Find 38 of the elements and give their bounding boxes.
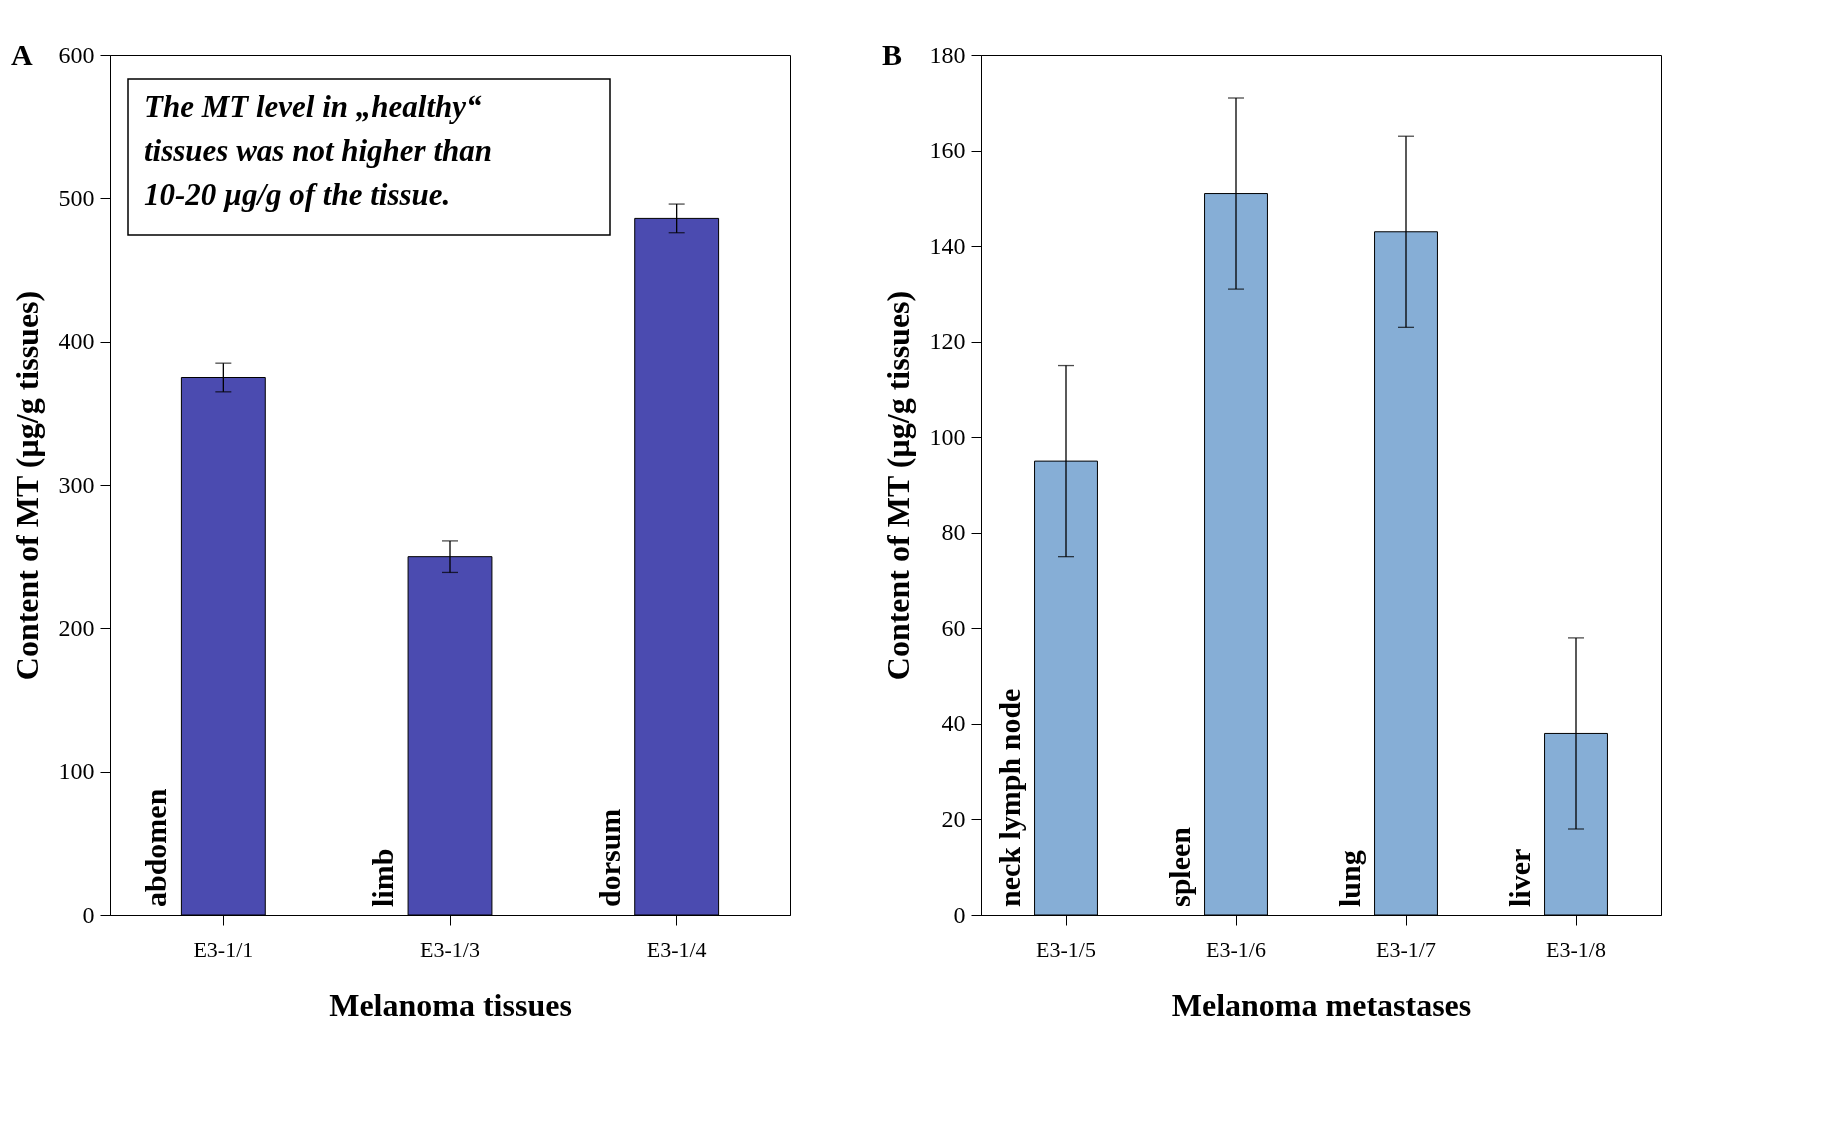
y-tick-label: 0 xyxy=(953,901,966,928)
x-tick-label: E3-1/1 xyxy=(193,936,254,962)
x-tick-label: E3-1/8 xyxy=(1546,936,1606,962)
y-tick-label: 100 xyxy=(58,758,95,785)
y-tick-label: 300 xyxy=(58,471,95,498)
y-tick-label: 40 xyxy=(941,710,966,737)
y-tick-label: 20 xyxy=(941,805,966,832)
y-axis-title: Content of MT (µg/g tissues) xyxy=(8,290,45,681)
y-tick-label: 180 xyxy=(929,41,966,68)
chart-title: B xyxy=(882,38,903,71)
annotation: dorsum xyxy=(592,808,626,907)
y-tick-label: 600 xyxy=(58,41,95,68)
y-tick-label: 80 xyxy=(941,519,966,546)
y-tick-label: 120 xyxy=(929,328,966,355)
annotation: spleen xyxy=(1162,826,1196,907)
y-axis-title: Content of MT (µg/g tissues) xyxy=(879,290,916,681)
x-tick-label: E3-1/7 xyxy=(1376,936,1436,962)
y-tick-label: 0 xyxy=(82,901,95,928)
x-tick-label: E3-1/4 xyxy=(646,936,707,962)
y-tick-label: 160 xyxy=(929,137,966,164)
annotation: liver xyxy=(1502,848,1536,907)
x-tick-label: E3-1/5 xyxy=(1036,936,1096,962)
y-tick-label: 200 xyxy=(58,614,95,641)
chart-title: A xyxy=(11,38,33,71)
annotation: abdomen xyxy=(139,788,173,907)
y-tick-label: 500 xyxy=(58,184,95,211)
annotation: The MT level in „healthy“ tissues was not higher than 10-20 µg/g of the tissue. xyxy=(144,89,493,212)
x-tick-label: E3-1/3 xyxy=(420,936,480,962)
annotation: lung xyxy=(1332,850,1366,907)
y-tick-label: 60 xyxy=(941,614,966,641)
y-tick-label: 140 xyxy=(929,232,966,259)
x-tick-label: E3-1/6 xyxy=(1206,936,1266,962)
y-tick-label: 400 xyxy=(58,328,95,355)
annotation: neck lymph node xyxy=(992,688,1026,907)
annotation: limb xyxy=(366,848,400,907)
x-axis-title: Melanoma tissues xyxy=(329,986,572,1023)
x-axis-title: Melanoma metastases xyxy=(1171,986,1472,1023)
y-tick-label: 100 xyxy=(929,423,966,450)
